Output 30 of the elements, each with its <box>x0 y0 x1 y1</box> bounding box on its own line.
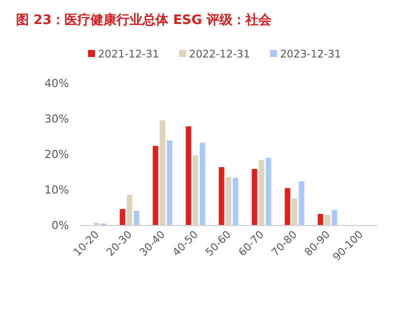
y-tick-label: 0% <box>52 219 69 232</box>
bar <box>134 210 140 225</box>
bar <box>186 126 192 225</box>
bar <box>318 214 324 225</box>
bar <box>252 168 258 225</box>
bar <box>126 194 132 225</box>
legend-label: 2023-12-31 <box>280 48 342 60</box>
y-tick-label: 10% <box>44 184 69 196</box>
y-tick-label: 20% <box>44 148 69 161</box>
bar <box>284 188 290 225</box>
bar <box>120 209 126 225</box>
bar <box>332 210 338 225</box>
bar <box>324 215 330 225</box>
bar <box>258 160 264 225</box>
bar <box>166 140 172 225</box>
y-tick-label: 30% <box>44 112 69 126</box>
legend-label: 2022-12-31 <box>189 48 250 60</box>
bar <box>192 155 198 225</box>
bar <box>226 177 232 225</box>
y-tick-label: 40% <box>44 77 69 90</box>
bar <box>292 198 298 225</box>
chart-title: 图 23：医疗健康行业总体 ESG 评级：社会 <box>16 12 273 28</box>
bar <box>160 120 166 225</box>
legend-label: 2021-12-31 <box>98 48 160 60</box>
bar <box>152 146 158 225</box>
bar <box>266 158 272 225</box>
bar <box>298 181 304 225</box>
bar <box>200 142 206 225</box>
bar <box>232 178 238 225</box>
bar <box>218 167 224 225</box>
